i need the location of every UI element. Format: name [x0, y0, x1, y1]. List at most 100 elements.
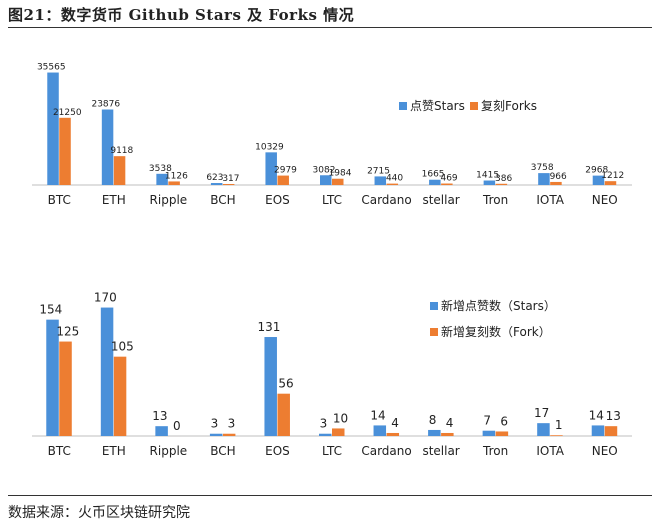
bar-forks-eos [277, 393, 290, 436]
bar-stars-iota [538, 173, 550, 185]
x-tick-label: IOTA [536, 193, 564, 207]
data-label-forks-eos: 56 [278, 377, 293, 391]
data-label-stars-ltc: 3082 [313, 165, 336, 175]
data-label-forks-stellar: 469 [440, 174, 457, 184]
bar-forks-neo [604, 181, 617, 185]
bar-forks-eos [277, 175, 289, 185]
data-label-stars-stellar: 8 [429, 413, 437, 427]
data-label-stars-tron: 7 [483, 414, 491, 428]
legend-label-stars: 点赞Stars [410, 99, 465, 113]
bar-stars-eth [100, 307, 114, 436]
bar-forks-iota [550, 435, 563, 436]
data-label-forks-bch: 317 [222, 174, 239, 184]
data-label-stars-bch: 3 [211, 417, 219, 431]
bar-stars-ltc [319, 433, 332, 436]
legend-swatch-forks [470, 102, 478, 110]
bar-stars-stellar [429, 179, 441, 185]
x-tick-label: EOS [265, 444, 290, 458]
bar-forks-eth [113, 156, 126, 185]
data-label-stars-ltc: 3 [320, 417, 328, 431]
data-label-forks-eos: 2979 [274, 166, 297, 176]
bar-stars-stellar [428, 429, 441, 436]
data-label-stars-iota: 17 [534, 406, 549, 420]
legend-label-forks: 新增复刻数（Fork） [441, 324, 551, 339]
bar-forks-bch [222, 183, 235, 185]
x-tick-label: Tron [482, 444, 508, 458]
data-label-stars-cardano: 14 [370, 408, 385, 422]
bar-forks-btc [59, 341, 72, 436]
data-label-forks-btc: 21250 [53, 108, 82, 118]
x-tick-label: LTC [322, 193, 342, 207]
data-label-forks-cardano: 440 [386, 174, 403, 184]
bottom-rule [8, 495, 652, 496]
data-label-forks-iota: 1 [555, 418, 563, 432]
bar-stars-tron [482, 430, 496, 436]
x-tick-label: Cardano [361, 193, 411, 207]
data-label-stars-iota: 3758 [531, 163, 554, 173]
bar-stars-eth [101, 109, 114, 185]
data-label-forks-tron: 6 [500, 414, 508, 428]
x-tick-label: stellar [422, 193, 459, 207]
data-label-stars-cardano: 2715 [367, 166, 390, 176]
data-label-forks-ltc: 1984 [329, 169, 352, 179]
data-label-forks-cardano: 4 [391, 416, 399, 430]
x-tick-label: NEO [592, 444, 618, 458]
data-label-stars-eos: 10329 [255, 142, 284, 152]
bar-forks-eth [113, 356, 127, 436]
data-label-stars-ripple: 3538 [149, 164, 172, 174]
data-label-forks-neo: 13 [606, 409, 621, 423]
x-tick-label: NEO [592, 193, 618, 207]
bar-forks-stellar [441, 432, 454, 436]
data-label-stars-neo: 2968 [585, 166, 608, 176]
data-label-stars-ripple: 13 [152, 409, 167, 423]
x-tick-label: BCH [210, 193, 235, 207]
x-tick-label: Tron [482, 193, 508, 207]
data-label-forks-bch: 3 [228, 417, 236, 431]
bar-forks-tron [495, 183, 508, 185]
bar-stars-eos [264, 337, 277, 436]
data-label-forks-tron: 386 [495, 174, 512, 184]
bar-stars-btc [47, 72, 59, 185]
bar-forks-ltc [332, 428, 345, 436]
bar-stars-cardano [373, 425, 387, 436]
bar-forks-neo [604, 426, 618, 436]
data-label-forks-eth: 9118 [110, 146, 133, 156]
data-label-stars-bch: 623 [206, 173, 223, 183]
legend-label-forks: 复刻Forks [481, 99, 537, 113]
data-label-forks-ripple: 1126 [165, 171, 188, 181]
data-label-forks-eth: 105 [111, 340, 134, 354]
bar-forks-cardano [386, 183, 399, 185]
bar-stars-bch [209, 433, 223, 436]
legend-label-stars: 新增点赞数（Stars） [441, 298, 556, 313]
data-label-forks-stellar: 4 [446, 416, 454, 430]
data-label-stars-eth: 170 [94, 291, 117, 305]
legend-swatch-forks [430, 328, 438, 336]
bar-stars-cardano [374, 176, 387, 185]
data-label-forks-neo: 1212 [601, 171, 624, 181]
bar-stars-ltc [320, 175, 332, 185]
bar-forks-ltc [332, 178, 344, 185]
bar-stars-btc [46, 319, 59, 436]
x-tick-label: EOS [265, 193, 290, 207]
bar-stars-ripple [155, 426, 168, 436]
bar-forks-bch [222, 433, 236, 436]
data-label-stars-eth: 23876 [91, 100, 120, 110]
data-label-stars-btc: 154 [39, 303, 62, 317]
top-rule [8, 27, 652, 28]
legend-swatch-stars [430, 302, 438, 310]
data-label-forks-iota: 966 [550, 172, 567, 182]
x-tick-label: BCH [210, 444, 235, 458]
bar-forks-cardano [386, 432, 400, 436]
x-tick-label: ETH [102, 444, 126, 458]
bar-stars-ripple [156, 173, 168, 185]
bar-forks-ripple [168, 181, 180, 185]
x-tick-label: stellar [422, 444, 459, 458]
bar-forks-tron [495, 431, 509, 436]
data-label-stars-neo: 14 [589, 408, 604, 422]
x-tick-label: Ripple [150, 444, 188, 458]
data-label-stars-eos: 131 [258, 320, 281, 334]
data-label-forks-ltc: 10 [333, 411, 348, 425]
x-tick-label: BTC [48, 444, 71, 458]
data-label-stars-tron: 1415 [476, 171, 499, 181]
